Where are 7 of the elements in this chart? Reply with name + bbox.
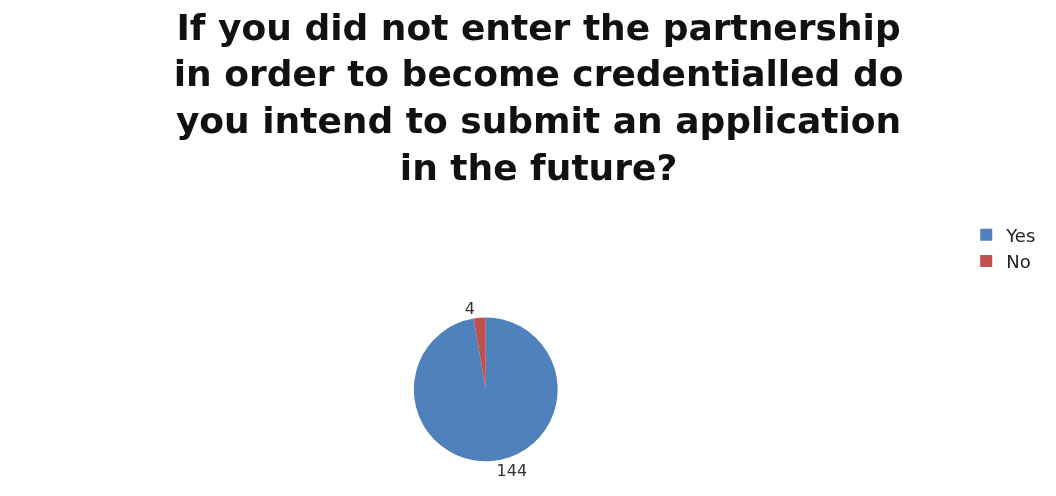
- data-label: 4: [464, 298, 475, 318]
- pie-slice: [413, 317, 558, 462]
- data-label: 144: [496, 460, 528, 480]
- pie-slice: [473, 317, 486, 390]
- legend-label: Yes: [1005, 224, 1036, 246]
- chart-title: If you did not enter the partnership in order to become credentialled do you intend to submit an application in the future?: [173, 6, 904, 189]
- legend-label: No: [1006, 251, 1031, 273]
